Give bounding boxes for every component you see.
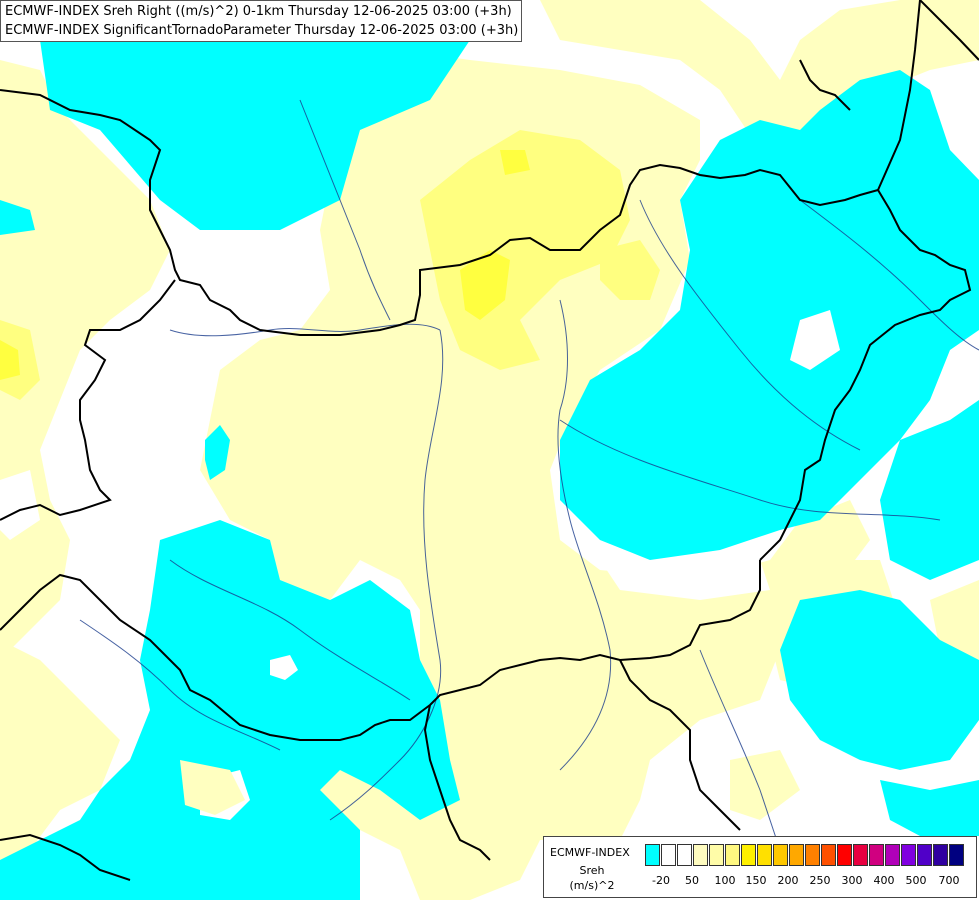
legend-tick-label: 400 (873, 874, 895, 887)
map-title-box: ECMWF-INDEX Sreh Right ((m/s)^2) 0-1km T… (0, 0, 522, 42)
negative-area-east (560, 70, 979, 560)
legend-tick-label: 700 (938, 874, 960, 887)
border-ne-2 (799, 59, 851, 111)
legend-swatch (661, 844, 676, 866)
negative-area-north (40, 0, 470, 230)
neutral-hole-3 (790, 310, 840, 370)
negative-area-northwest (0, 200, 35, 235)
river-8 (299, 99, 391, 321)
legend-tick-label: 150 (745, 874, 767, 887)
river-9 (799, 199, 979, 351)
legend-swatch (837, 844, 852, 866)
legend-ticks: -20 50 100 150 200 250 300 400 500 700 (645, 874, 967, 890)
legend-swatch (773, 844, 788, 866)
border-east-1 (877, 0, 921, 191)
legend-swatch (741, 844, 756, 866)
shear-strong-areas (0, 150, 530, 380)
legend-swatch (885, 844, 900, 866)
shear-area-center (200, 40, 870, 900)
legend-swatches (645, 844, 967, 866)
title-line-2: ECMWF-INDEX SignificantTornadoParameter … (5, 23, 519, 38)
legend-swatch (645, 844, 660, 866)
shear-moderate-west (0, 320, 40, 400)
legend-tick-label: 500 (905, 874, 927, 887)
border-southwest (0, 833, 131, 881)
legend-tick-label: 300 (841, 874, 863, 887)
negative-area-far-east (880, 400, 979, 580)
border-west (0, 279, 176, 521)
border-northeast (919, 0, 979, 61)
shear-moderate-east (600, 240, 660, 300)
river-1 (329, 329, 444, 821)
border-north (0, 89, 879, 336)
color-legend: ECMWF-INDEX Sreh (m/s)^2 -20 50 100 150 200 2… (543, 836, 977, 898)
river-4 (559, 419, 941, 521)
rivers (79, 99, 979, 881)
negative-area-southeast (780, 590, 979, 770)
neutral-hole-4 (0, 470, 40, 540)
shear-area-northeast (540, 0, 979, 180)
shear-strong-core (460, 250, 510, 320)
legend-swatch (917, 844, 932, 866)
border-south-east (429, 560, 761, 706)
legend-unit: (m/s)^2 (569, 879, 615, 892)
legend-swatch (693, 844, 708, 866)
legend-tick-label: 100 (714, 874, 736, 887)
shear-strong-west (0, 340, 20, 380)
legend-swatch (821, 844, 836, 866)
legend-tick-label: 50 (685, 874, 699, 887)
river-5 (169, 559, 411, 701)
river-3 (557, 299, 612, 771)
legend-swatch (789, 844, 804, 866)
legend-model-name: ECMWF-INDEX (550, 846, 630, 859)
negative-area-southeast-lower (880, 780, 979, 836)
positive-island-southeast (730, 750, 800, 820)
legend-variable: Sreh (579, 864, 605, 877)
legend-swatch (725, 844, 740, 866)
shear-area-east-edge (930, 580, 979, 660)
legend-swatch (949, 844, 964, 866)
negative-area-southwest (0, 520, 460, 900)
title-line-1: ECMWF-INDEX Sreh Right ((m/s)^2) 0-1km T… (5, 4, 512, 19)
legend-swatch (869, 844, 884, 866)
positive-island-south (180, 760, 245, 815)
shear-area-west (0, 60, 170, 660)
shear-strong-north (500, 150, 530, 175)
legend-swatch (853, 844, 868, 866)
legend-tick-label: 200 (777, 874, 799, 887)
legend-swatch (805, 844, 820, 866)
shear-area-west-low (0, 640, 120, 860)
border-south-2 (423, 704, 491, 861)
legend-swatch (677, 844, 692, 866)
country-borders (0, 0, 979, 881)
river-7 (639, 199, 861, 451)
legend-swatch (933, 844, 948, 866)
legend-swatch (757, 844, 772, 866)
legend-swatch (901, 844, 916, 866)
shear-positive-islands (180, 750, 800, 820)
border-east-2 (759, 189, 972, 561)
neutral-hole-5 (600, 560, 770, 600)
legend-tick-label: 250 (809, 874, 831, 887)
border-south-3 (619, 659, 741, 831)
river-6 (79, 619, 281, 751)
cyan-lake (205, 425, 230, 480)
legend-tick-label: -20 (652, 874, 670, 887)
legend-swatch (709, 844, 724, 866)
border-south (0, 573, 431, 741)
neutral-hole-1 (270, 655, 298, 680)
